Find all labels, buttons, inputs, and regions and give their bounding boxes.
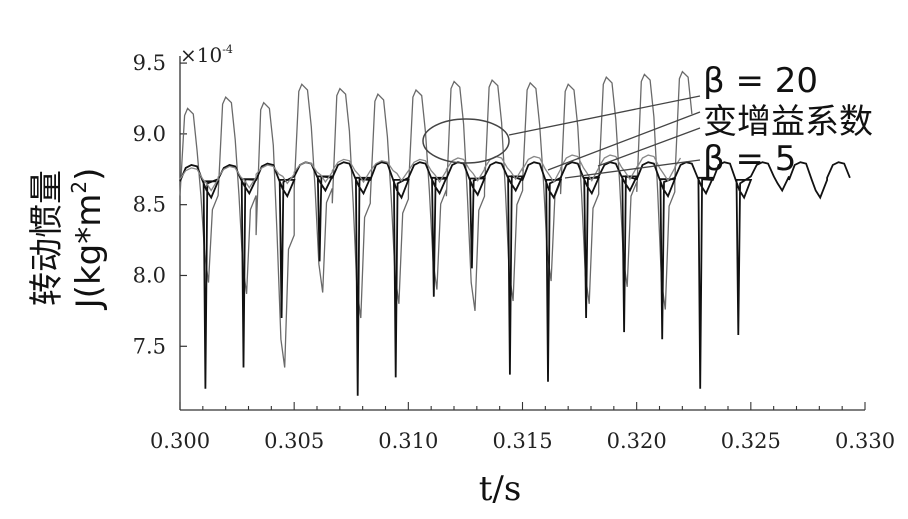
y-multiplier: ×10-4	[180, 43, 233, 67]
series-line-2	[179, 161, 851, 396]
y-tick-label: 8.5	[133, 193, 166, 217]
leader-variable-gain-2	[597, 127, 701, 167]
y-tick-label: 7.5	[133, 334, 166, 358]
y-label-sup: 2	[67, 181, 91, 194]
x-tick-label: 0.320	[607, 429, 667, 453]
series-line-3	[179, 154, 682, 192]
leader-beta5	[564, 159, 701, 179]
leader-beta20	[508, 95, 701, 136]
annotation-variable-gain: 变增益系数	[703, 102, 873, 142]
y-tick-label: 8.0	[133, 263, 166, 287]
x-tick-label: 0.305	[264, 429, 324, 453]
annotation-beta5: β = 5	[703, 139, 796, 179]
y-label-close: )	[69, 168, 109, 181]
x-tick-label: 0.300	[150, 429, 210, 453]
y-multiplier-exp: -4	[222, 43, 233, 56]
y-multiplier-base: ×10	[180, 43, 222, 67]
y-label-line1: 转动惯量	[27, 170, 67, 306]
plot-lines	[179, 70, 851, 396]
x-tick-label: 0.325	[721, 429, 781, 453]
x-tick-label: 0.315	[492, 429, 552, 453]
x-ticks: 0.300 0.305 0.310 0.315 0.320 0.325 0.330	[150, 402, 895, 453]
y-tick-label: 9.5	[133, 51, 166, 75]
series-line-1	[179, 70, 693, 368]
y-label-unit: J(kg*m	[69, 194, 109, 311]
y-label-line2: J(kg*m2)	[67, 168, 109, 311]
y-label: 转动惯量 J(kg*m2)	[27, 168, 109, 311]
annotation-ellipse	[422, 118, 510, 164]
y-tick-label: 9.0	[133, 122, 166, 146]
annotation-beta20: β = 20	[703, 61, 818, 101]
x-label: t/s	[479, 469, 522, 509]
x-tick-label: 0.310	[378, 429, 438, 453]
leader-variable-gain-1	[547, 111, 701, 171]
x-tick-label: 0.330	[835, 429, 895, 453]
y-ticks: 7.5 8.0 8.5 9.0 9.5	[133, 51, 187, 358]
